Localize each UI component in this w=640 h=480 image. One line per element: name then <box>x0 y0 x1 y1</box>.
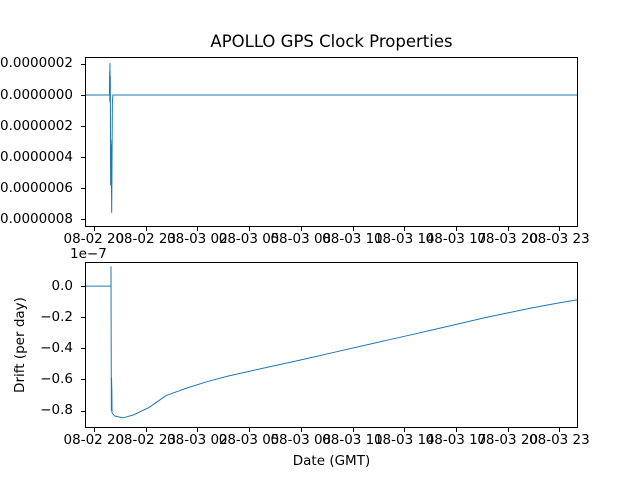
drift-xtick-label: 08-03 23 <box>529 432 590 448</box>
offset-ytick-mark <box>81 126 85 127</box>
drift-ytick-label: 0.0 <box>51 277 73 294</box>
clock-drift-line <box>86 266 577 419</box>
drift-xtick-mark <box>559 428 561 432</box>
offset-xtick-label: 08-03 05 <box>218 231 280 247</box>
drift-plot-svg <box>86 266 577 419</box>
drift-xtick-label: 08-02 20 <box>63 432 125 448</box>
drift-ytick-label: −0.8 <box>40 402 73 418</box>
offset-xtick-label: 08-03 02 <box>167 231 228 247</box>
drift-ytick-label: −0.4 <box>40 339 73 356</box>
offset-ytick-label: −0.0000004 <box>0 148 73 165</box>
offset-xtick-mark <box>507 227 509 231</box>
offset-ytick-label: −0.0000002 <box>0 117 73 134</box>
drift-xtick-mark <box>300 428 302 432</box>
offset-axes <box>85 57 578 227</box>
drift-xtick-label: 08-03 14 <box>373 432 435 448</box>
drift-xtick-label: 08-03 05 <box>218 432 280 448</box>
drift-ytick-mark <box>81 348 85 350</box>
drift-axes <box>85 262 578 428</box>
clock-offset-line <box>86 62 577 213</box>
offset-xtick-mark <box>456 227 457 231</box>
figure-title: APOLLO GPS Clock Properties <box>210 32 453 51</box>
offset-ytick-mark <box>81 63 85 65</box>
offset-ytick-label: −0.0000006 <box>0 179 73 196</box>
offset-xtick-mark <box>197 227 199 231</box>
drift-xtick-mark <box>249 428 251 432</box>
drift-xtick-mark <box>145 428 147 432</box>
offset-ytick-mark <box>81 157 85 159</box>
offset-xtick-mark <box>559 227 561 231</box>
drift-xtick-mark <box>507 428 509 432</box>
drift-xtick-label: 08-03 08 <box>270 432 332 448</box>
drift-xtick-label: 08-03 02 <box>167 432 228 448</box>
offset-xtick-label: 08-03 17 <box>425 231 487 247</box>
offset-xtick-label: 08-03 23 <box>529 231 590 247</box>
drift-ytick-mark <box>81 410 85 412</box>
offset-xtick-mark <box>300 227 302 231</box>
offset-xtick-mark <box>352 227 354 231</box>
drift-xtick-label: 08-03 20 <box>477 432 539 448</box>
offset-xtick-label: 08-03 20 <box>477 231 539 247</box>
drift-ytick-mark <box>81 317 85 319</box>
offset-ytick-mark <box>81 95 85 96</box>
offset-ytick-label: 0.0000002 <box>0 55 73 72</box>
drift-y-axis-label: Drift (per day) <box>12 297 28 393</box>
offset-xtick-label: 08-02 20 <box>63 231 125 247</box>
offset-xtick-label: 08-03 11 <box>322 231 383 247</box>
drift-xtick-mark <box>456 428 457 432</box>
offset-xtick-mark <box>93 227 95 231</box>
drift-xtick-mark <box>404 428 406 432</box>
offset-xtick-mark <box>145 227 147 231</box>
drift-ytick-label: −0.6 <box>40 370 73 387</box>
drift-xtick-label: 08-03 17 <box>425 432 487 448</box>
offset-plot-svg <box>86 62 577 213</box>
offset-ytick-label: −0.0000008 <box>0 210 73 227</box>
offset-xtick-label: 08-03 14 <box>373 231 435 247</box>
drift-axis-offset-multiplier: 1e−7 <box>70 246 107 262</box>
offset-xtick-label: 08-02 23 <box>115 231 177 247</box>
x-axis-label: Date (GMT) <box>292 453 371 469</box>
drift-ytick-mark <box>81 379 85 381</box>
offset-xtick-mark <box>249 227 251 231</box>
drift-xtick-mark <box>352 428 354 432</box>
drift-ytick-mark <box>81 286 85 288</box>
drift-xtick-mark <box>93 428 95 432</box>
offset-ytick-mark <box>81 219 85 221</box>
offset-ytick-mark <box>81 188 85 190</box>
offset-ytick-label: 0.0000000 <box>0 86 73 103</box>
offset-xtick-mark <box>404 227 406 231</box>
drift-ytick-label: −0.2 <box>40 308 73 325</box>
drift-xtick-mark <box>197 428 199 432</box>
offset-xtick-label: 08-03 08 <box>270 231 332 247</box>
drift-xtick-label: 08-03 11 <box>322 432 383 448</box>
drift-xtick-label: 08-02 23 <box>115 432 177 448</box>
